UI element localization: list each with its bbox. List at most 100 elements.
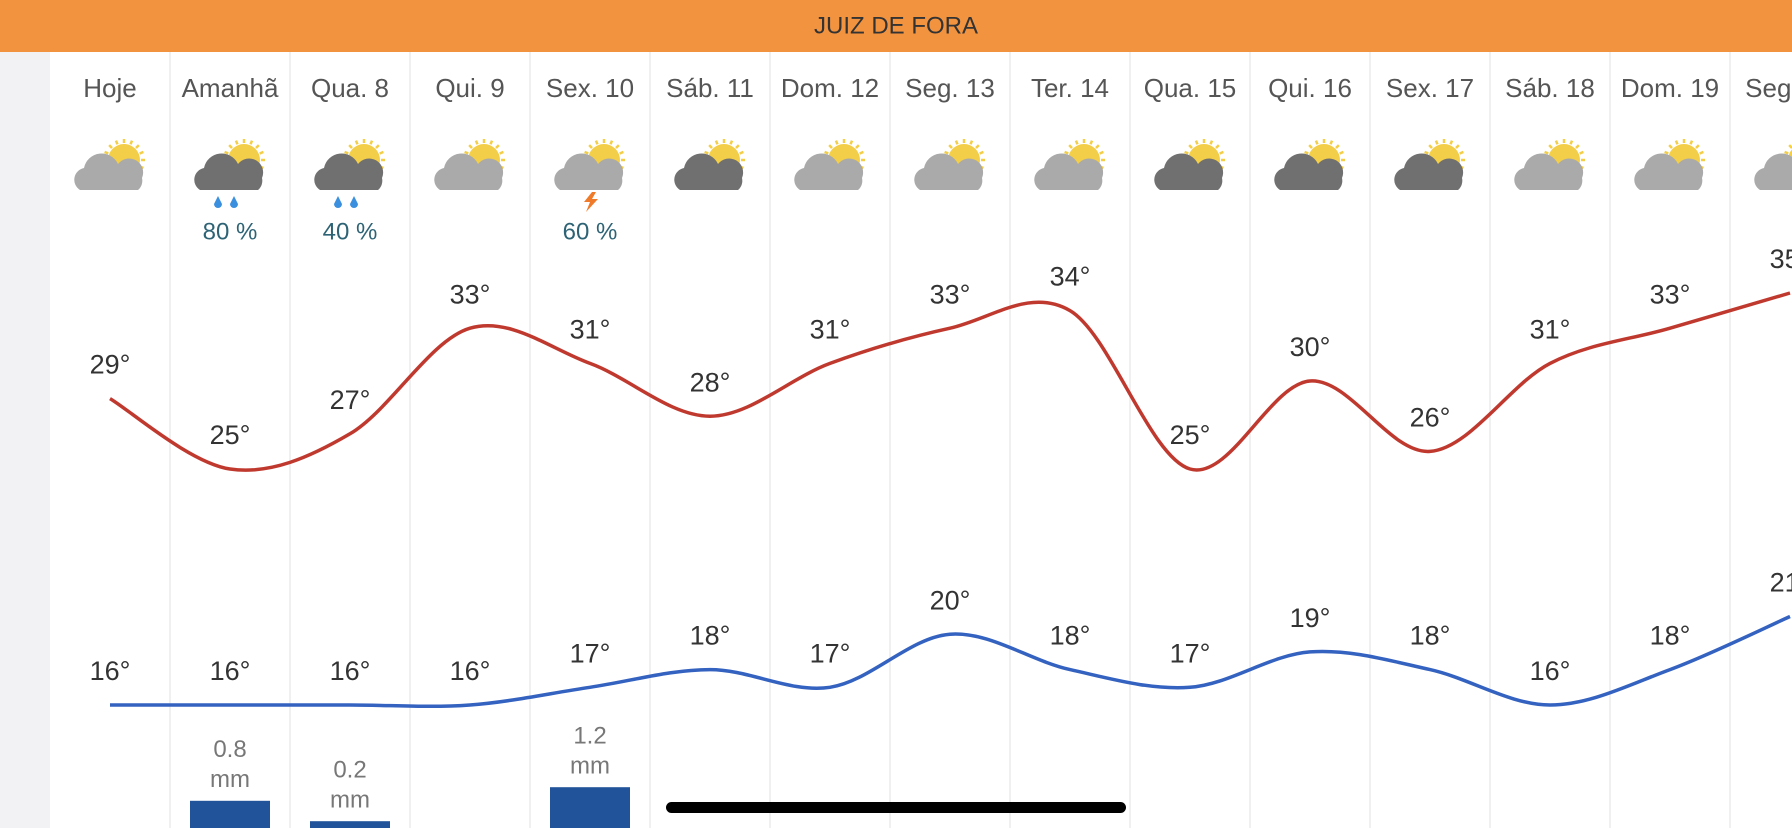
low-temp-label: 18° [1050, 621, 1091, 651]
sun-ray [135, 144, 140, 149]
sun-ray [108, 144, 113, 149]
high-temp [109, 291, 1791, 472]
sun-ray [824, 150, 829, 155]
sun-ray [619, 150, 624, 155]
day-label: Qua. 8 [311, 73, 389, 103]
low-temp-label: 18° [1650, 621, 1691, 651]
cloud [314, 153, 384, 190]
day-label: Dom. 19 [1621, 73, 1719, 103]
sun-ray [1689, 140, 1694, 145]
columns [169, 52, 1731, 828]
sun-ray [489, 140, 494, 145]
sun-ray [729, 140, 734, 145]
low-temp-label: 17° [570, 638, 611, 668]
cloud [1154, 153, 1224, 190]
cloud [914, 153, 984, 190]
rain-unit: mm [570, 753, 610, 780]
weather-icon [914, 139, 985, 190]
low-temp-label: 19° [1290, 603, 1331, 633]
home-indicator [666, 802, 1126, 813]
sun-ray [1544, 150, 1549, 155]
sun-ray [1064, 150, 1069, 155]
weather-icon [434, 139, 505, 190]
day-label: Ter. 14 [1031, 73, 1109, 103]
sun-ray [1329, 140, 1334, 145]
weather-icon [1394, 139, 1465, 190]
weather-icon [1514, 139, 1585, 190]
high-temp-label: 33° [930, 279, 971, 309]
cloud [1514, 153, 1584, 190]
sun-ray [735, 144, 740, 149]
sun-ray [139, 150, 144, 155]
sun-ray [954, 140, 959, 145]
sun-ray [1074, 140, 1079, 145]
cloud [1754, 153, 1792, 190]
sun-ray [849, 140, 854, 145]
sun-ray [1668, 144, 1673, 149]
sun-ray [609, 140, 614, 145]
sun-ray [228, 144, 233, 149]
high-temp-label: 25° [210, 420, 251, 450]
sun-ray [1449, 140, 1454, 145]
low-temp-label: 17° [1170, 638, 1211, 668]
day-label: Sex. 17 [1386, 73, 1474, 103]
rain-unit: mm [330, 787, 370, 814]
day-label: Qui. 16 [1268, 73, 1352, 103]
sun-ray [114, 140, 119, 145]
sun-ray [474, 140, 479, 145]
sun-ray [1089, 140, 1094, 145]
sun-ray [1459, 150, 1464, 155]
rain-amount: 1.2 [573, 723, 606, 750]
sun-ray [344, 150, 349, 155]
sun-ray [1784, 150, 1789, 155]
weather-icon [554, 139, 625, 212]
sun-ray [1068, 144, 1073, 149]
low-temp-label: 16° [330, 656, 371, 686]
header-bar [0, 0, 1792, 52]
sun-ray [1184, 150, 1189, 155]
sun-ray [369, 140, 374, 145]
sun-ray [1209, 140, 1214, 145]
sun-ray [375, 144, 380, 149]
sun-ray [1099, 150, 1104, 155]
sun-ray [948, 144, 953, 149]
sun-ray [1308, 144, 1313, 149]
low-temp-label: 20° [930, 585, 971, 615]
sun-ray [499, 150, 504, 155]
cloud [1394, 153, 1464, 190]
day-label: Sex. 10 [546, 73, 634, 103]
sun-ray [859, 150, 864, 155]
low-temp-label: 16° [90, 656, 131, 686]
weather-icon [1274, 139, 1345, 190]
sun-ray [739, 150, 744, 155]
rain-bar [310, 821, 390, 828]
sun-ray [708, 144, 713, 149]
high-temp-label: 35° [1770, 244, 1792, 274]
high-temp-label: 34° [1050, 262, 1091, 292]
sun-ray [834, 140, 839, 145]
weather-icon [74, 139, 145, 190]
weather-icon [674, 139, 745, 190]
sun-ray [828, 144, 833, 149]
sun-ray [255, 144, 260, 149]
day-label: Hoje [83, 73, 136, 103]
sun-ray [1314, 140, 1319, 145]
sun-ray [464, 150, 469, 155]
sun-ray [944, 150, 949, 155]
sun-ray [969, 140, 974, 145]
low-temp-label: 17° [810, 638, 851, 668]
rain-chance: 80 % [203, 218, 258, 245]
weather-icon [194, 139, 265, 208]
sun-ray [1215, 144, 1220, 149]
rain-drop [350, 196, 358, 208]
weather-icon [1754, 144, 1792, 190]
rain-amount: 0.2 [333, 757, 366, 784]
sun-ray [1304, 150, 1309, 155]
sun-ray [1569, 140, 1574, 145]
rain-bar [550, 787, 630, 828]
sun-ray [1695, 144, 1700, 149]
rain-drop [334, 196, 342, 208]
high-temp-label: 33° [450, 279, 491, 309]
